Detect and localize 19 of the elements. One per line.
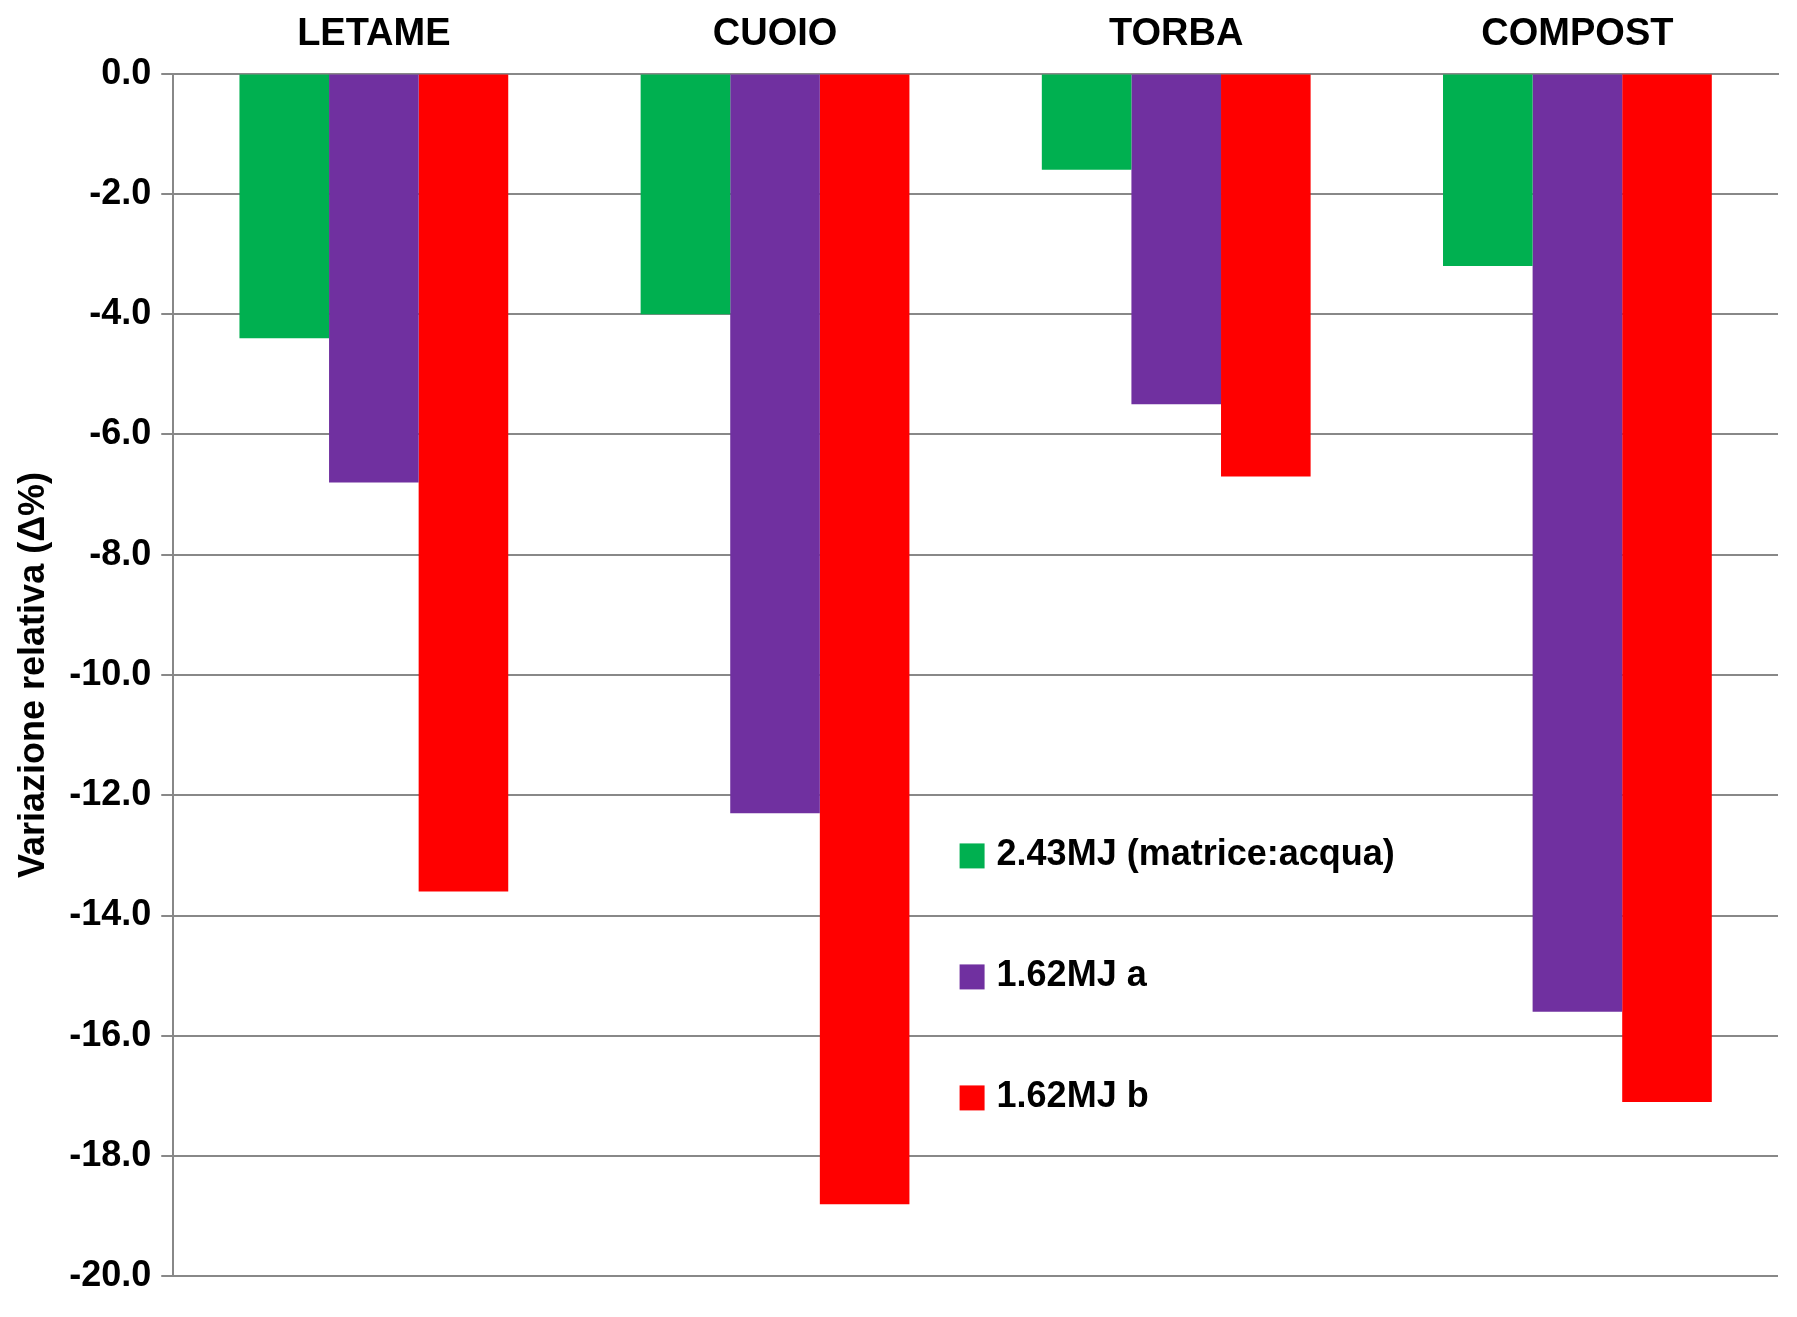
x-tick-label: LETAME [297,11,451,54]
y-tick-label: -14.0 [69,892,152,934]
x-tick-label: TORBA [1109,11,1244,54]
y-tick-label: -8.0 [89,531,152,573]
y-tick-label: 0.0 [101,50,152,92]
y-tick-label: -2.0 [89,170,152,212]
y-tick-label: -16.0 [69,1012,152,1054]
y-tick-label: -10.0 [69,651,152,693]
y-tick-label: -18.0 [69,1133,152,1175]
legend-label: 1.62MJ a [996,953,1148,995]
y-tick-label: -6.0 [89,411,152,453]
y-tick-label: -20.0 [69,1253,152,1295]
legend-label: 1.62MJ b [996,1074,1149,1116]
y-tick-label: -12.0 [69,772,152,814]
y-tick-label: -4.0 [89,291,152,333]
legend-label: 2.43MJ (matrice:acqua) [996,832,1395,874]
x-tick-label: COMPOST [1481,11,1674,54]
x-tick-label: CUOIO [712,11,838,54]
y-axis-title: Variazione relativa (Δ%) [10,471,52,879]
